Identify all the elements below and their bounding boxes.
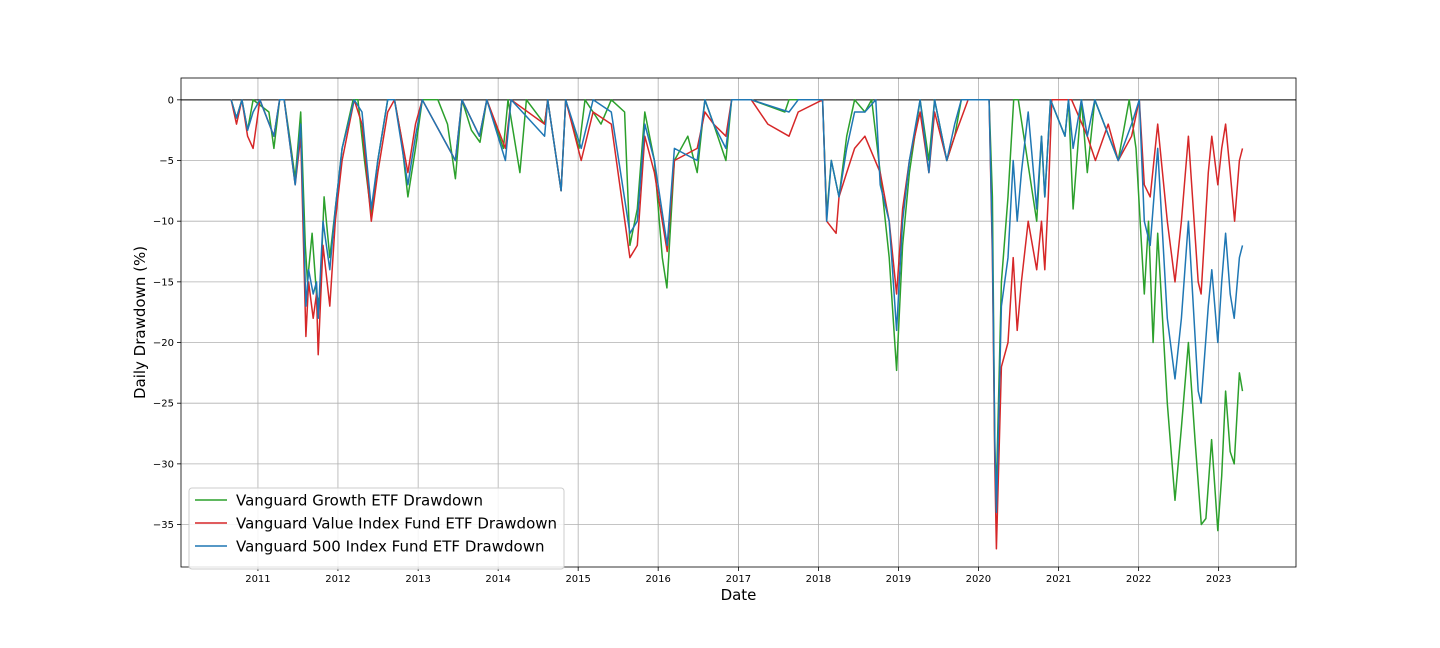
- x-tick-label: 2023: [1206, 574, 1231, 585]
- x-tick-label: 2020: [966, 574, 991, 585]
- x-tick-label: 2022: [1126, 574, 1151, 585]
- y-tick-label: −15: [153, 277, 174, 288]
- y-tick-label: −25: [153, 399, 174, 410]
- y-tick-label: 0: [168, 95, 174, 106]
- y-tick-label: −20: [153, 338, 174, 349]
- y-tick-label: −30: [153, 459, 174, 470]
- legend-label: Vanguard Value Index Fund ETF Drawdown: [236, 515, 557, 533]
- x-tick-label: 2011: [245, 574, 270, 585]
- x-tick-label: 2018: [806, 574, 831, 585]
- legend-label: Vanguard Growth ETF Drawdown: [236, 492, 483, 510]
- plot-area-frame: [180, 77, 1297, 568]
- y-axis-title: Daily Drawdown (%): [131, 246, 149, 399]
- legend: Vanguard Growth ETF Drawdown Vanguard Val…: [188, 487, 565, 570]
- legend-label: Vanguard 500 Index Fund ETF Drawdown: [236, 538, 544, 556]
- x-tick-label: 2021: [1046, 574, 1071, 585]
- x-tick-label: 2017: [726, 574, 751, 585]
- x-tick-label: 2015: [565, 574, 590, 585]
- y-tick-label: −5: [159, 156, 174, 167]
- series-lines: [230, 99, 1244, 550]
- x-tick-label: 2013: [405, 574, 430, 585]
- x-tick-label: 2016: [645, 574, 670, 585]
- legend-box: [188, 487, 565, 570]
- series-line-3: [230, 99, 1244, 514]
- y-tick-label: −35: [153, 520, 174, 531]
- x-axis-title: Date: [721, 586, 757, 604]
- y-tick-label: −10: [153, 217, 174, 228]
- x-tick-label: 2014: [485, 574, 510, 585]
- axis-ticks: 2011 2012 2013 2014 2015 2016 2017 2018 2019 2020…: [153, 95, 1231, 585]
- x-tick-label: 2019: [886, 574, 911, 585]
- x-tick-label: 2012: [325, 574, 350, 585]
